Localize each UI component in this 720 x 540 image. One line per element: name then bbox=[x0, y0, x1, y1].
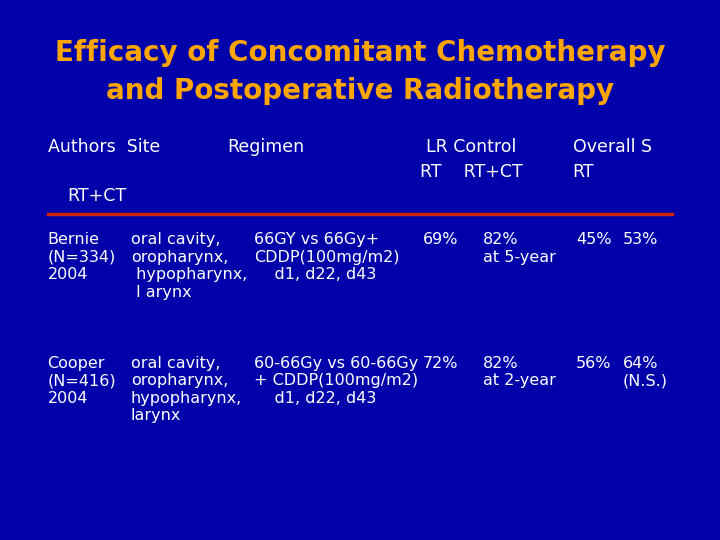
Text: RT    RT+CT: RT RT+CT bbox=[420, 163, 523, 180]
Text: Regimen: Regimen bbox=[227, 138, 304, 157]
Text: oral cavity,
oropharynx,
 hypopharynx,
 l arynx: oral cavity, oropharynx, hypopharynx, l … bbox=[130, 232, 247, 300]
Text: Cooper
(N=416)
2004: Cooper (N=416) 2004 bbox=[48, 356, 116, 406]
Text: Efficacy of Concomitant Chemotherapy: Efficacy of Concomitant Chemotherapy bbox=[55, 39, 665, 67]
Text: Authors  Site: Authors Site bbox=[48, 138, 160, 157]
Text: and Postoperative Radiotherapy: and Postoperative Radiotherapy bbox=[106, 77, 614, 105]
Text: Bernie
(N=334)
2004: Bernie (N=334) 2004 bbox=[48, 232, 116, 282]
Text: 64%
(N.S.): 64% (N.S.) bbox=[623, 356, 667, 388]
Text: 82%
at 2-year: 82% at 2-year bbox=[483, 356, 556, 388]
Text: 82%
at 5-year: 82% at 5-year bbox=[483, 232, 556, 265]
Text: oral cavity,
oropharynx,
hypopharynx,
larynx: oral cavity, oropharynx, hypopharynx, la… bbox=[130, 356, 242, 423]
Text: 53%: 53% bbox=[623, 232, 658, 247]
Text: 60-66Gy vs 60-66Gy
+ CDDP(100mg/m2)
    d1, d22, d43: 60-66Gy vs 60-66Gy + CDDP(100mg/m2) d1, … bbox=[253, 356, 418, 406]
Text: 72%: 72% bbox=[423, 356, 459, 371]
Text: 69%: 69% bbox=[423, 232, 459, 247]
Text: 66GY vs 66Gy+
CDDP(100mg/m2)
    d1, d22, d43: 66GY vs 66Gy+ CDDP(100mg/m2) d1, d22, d4… bbox=[253, 232, 399, 282]
Text: 45%: 45% bbox=[576, 232, 611, 247]
Text: 56%: 56% bbox=[576, 356, 611, 371]
Text: RT+CT: RT+CT bbox=[68, 187, 127, 205]
Text: RT: RT bbox=[572, 163, 594, 180]
Text: Overall S: Overall S bbox=[572, 138, 652, 157]
Text: LR Control: LR Control bbox=[426, 138, 517, 157]
